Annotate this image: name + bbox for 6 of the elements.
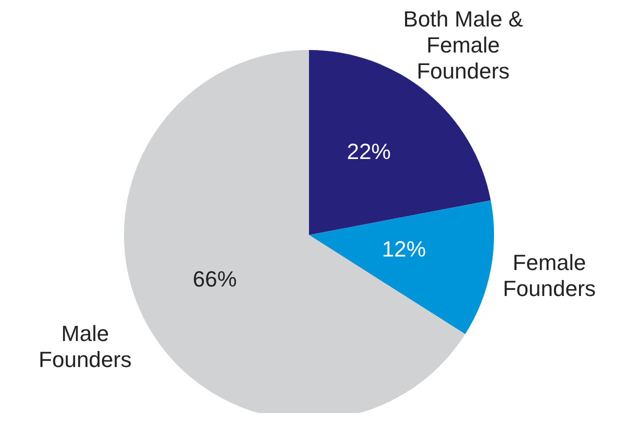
- data-label: 12%: [382, 236, 426, 262]
- data-label: 22%: [346, 139, 391, 164]
- slice-label: Both Male & Female Founders: [403, 6, 524, 84]
- slice-label: Male Founders: [38, 320, 132, 372]
- data-label: 66%: [192, 266, 237, 292]
- slice-label: Female Founders: [502, 250, 596, 301]
